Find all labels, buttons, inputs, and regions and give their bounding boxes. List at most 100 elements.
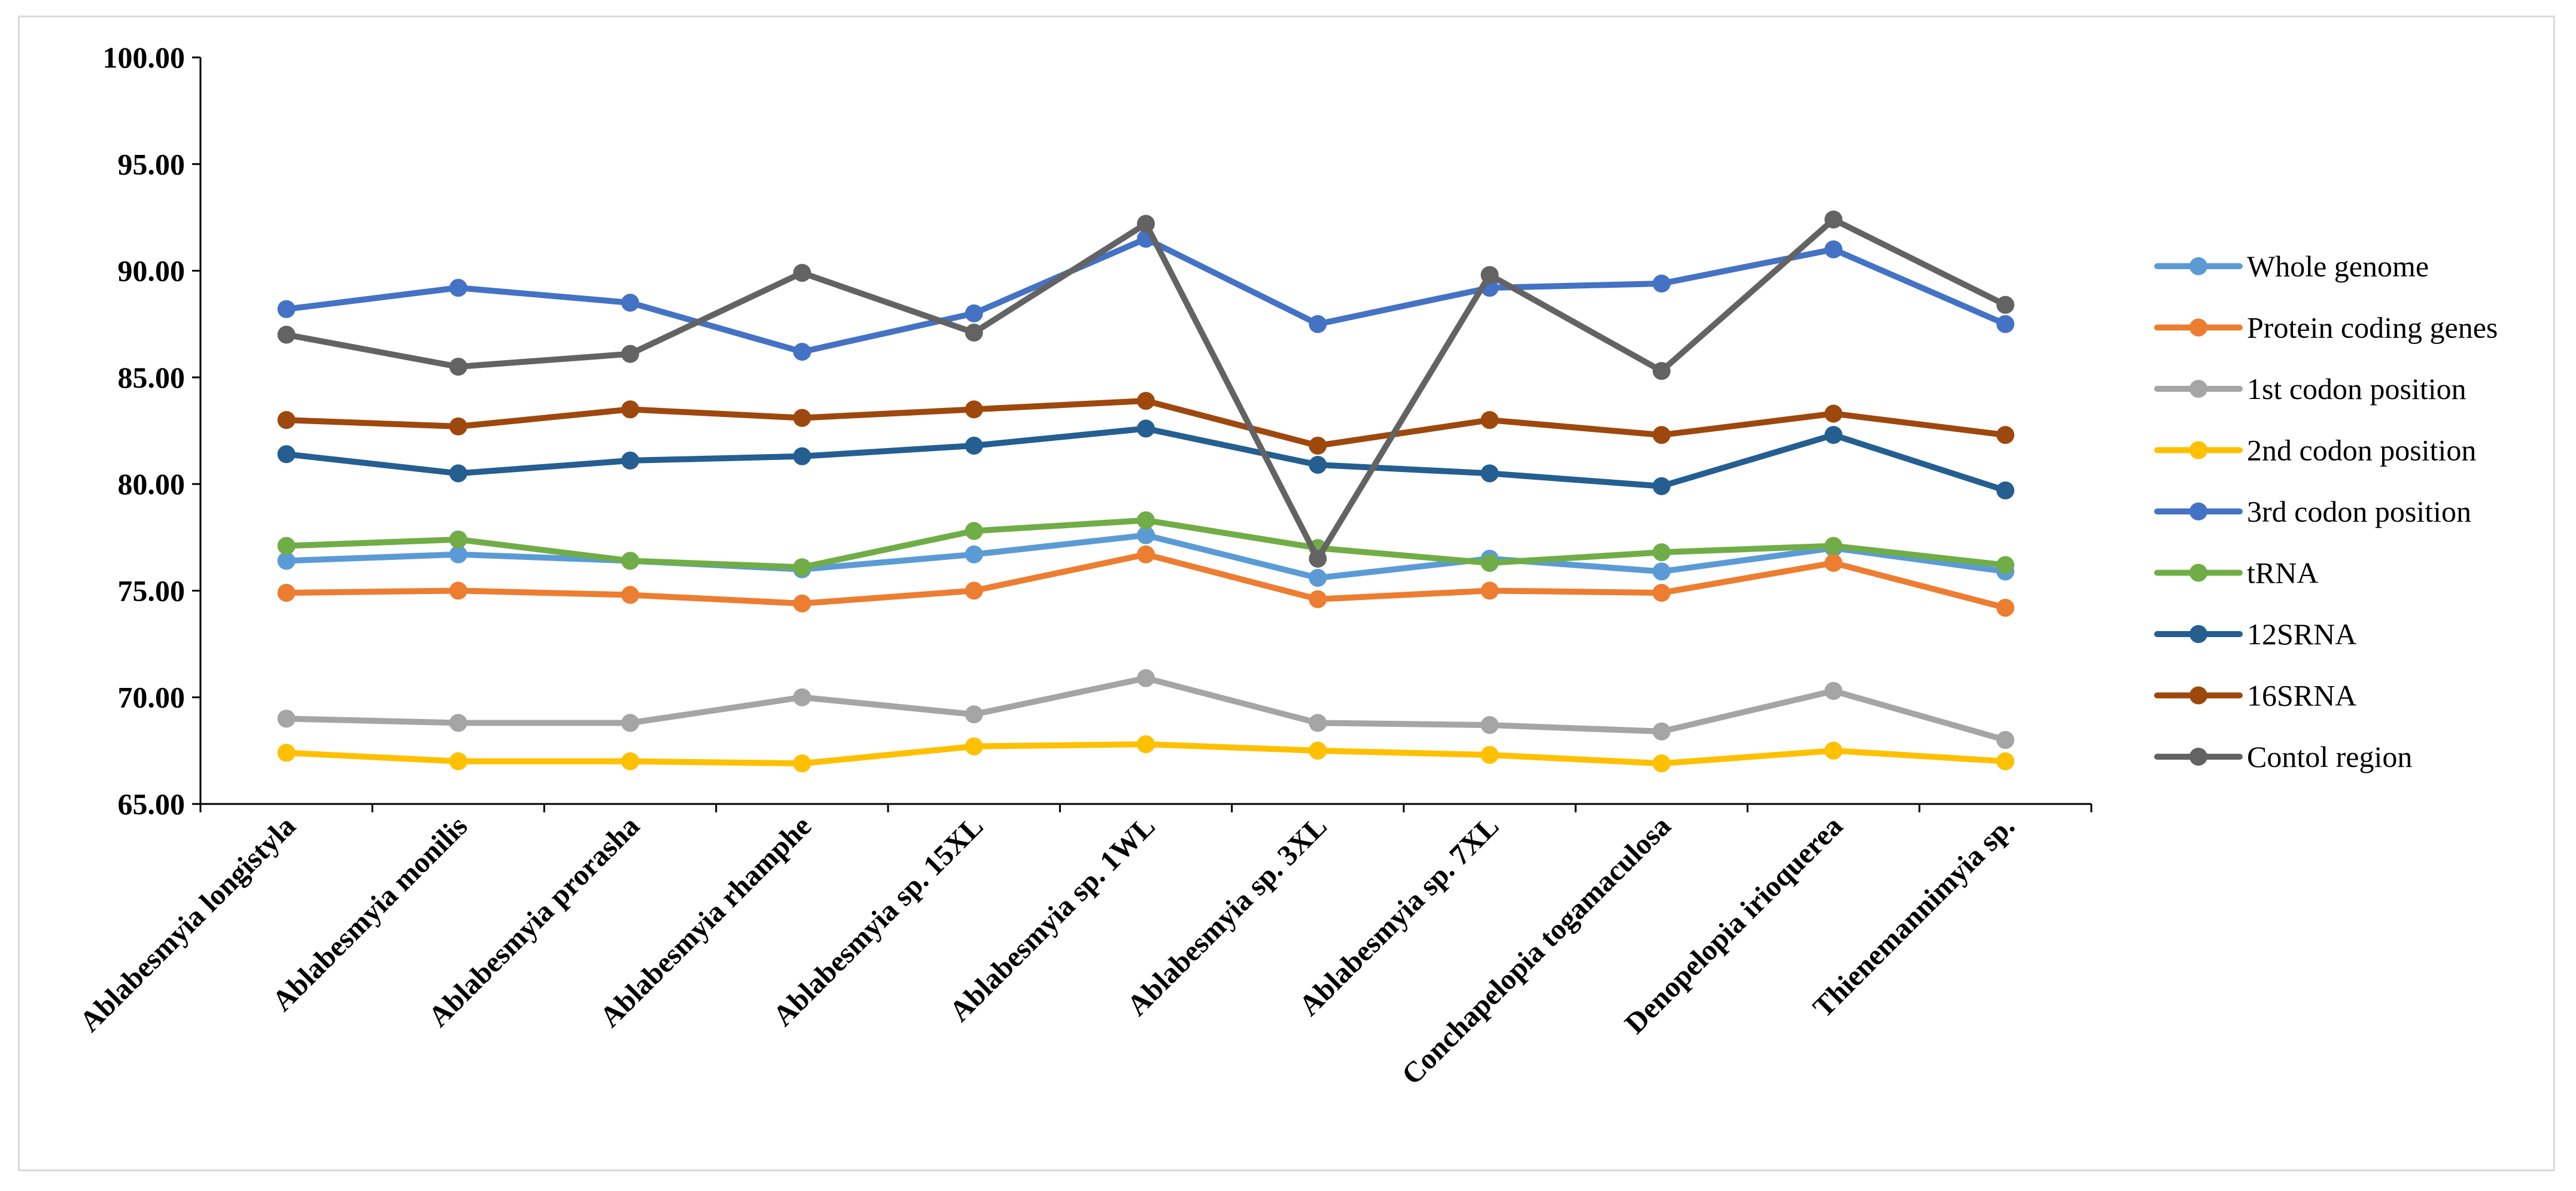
data-point: [965, 324, 983, 342]
data-point: [278, 445, 296, 463]
legend-swatch-marker: [2189, 380, 2207, 398]
data-point: [1137, 735, 1155, 753]
data-point: [621, 753, 639, 770]
data-point: [449, 358, 467, 376]
legend-item: tRNA: [2157, 556, 2318, 590]
data-point: [1996, 731, 2014, 749]
data-point: [1824, 426, 1842, 444]
data-point: [793, 409, 811, 427]
data-point: [1653, 362, 1671, 380]
data-point: [1653, 754, 1671, 772]
line-chart: 65.0070.0075.0080.0085.0090.0095.00100.0…: [0, 0, 2576, 1191]
data-point: [1653, 723, 1671, 741]
x-tick-label: Ablabesmyia monilis: [266, 809, 474, 1018]
y-tick-label: 65.00: [118, 787, 185, 821]
legend-label: 1st codon position: [2247, 372, 2466, 406]
data-point: [621, 452, 639, 470]
data-point: [278, 537, 296, 555]
data-point: [1824, 554, 1842, 572]
data-point: [1996, 482, 2014, 499]
legend-label: 16SRNA: [2247, 679, 2356, 712]
data-point: [793, 595, 811, 613]
y-tick-label: 100.00: [103, 41, 185, 74]
data-point: [1824, 742, 1842, 760]
legend-label: 2nd codon position: [2247, 434, 2476, 467]
legend-label: Whole genome: [2247, 249, 2429, 283]
data-point: [1481, 581, 1499, 599]
data-point: [1996, 599, 2014, 617]
data-point: [965, 304, 983, 322]
data-point: [449, 464, 467, 482]
data-point: [1309, 590, 1327, 608]
data-point: [1824, 682, 1842, 700]
data-point: [1309, 714, 1327, 732]
data-point: [1309, 550, 1327, 568]
data-point: [1137, 546, 1155, 563]
data-point: [449, 531, 467, 549]
series-line: [287, 678, 2006, 740]
data-point: [965, 581, 983, 599]
data-point: [278, 709, 296, 727]
y-tick-label: 70.00: [118, 681, 185, 714]
data-point: [1481, 716, 1499, 734]
legend-swatch-marker: [2189, 319, 2207, 337]
data-point: [793, 343, 811, 361]
data-point: [1824, 211, 1842, 229]
data-point: [449, 279, 467, 297]
data-point: [1653, 562, 1671, 580]
data-point: [1653, 477, 1671, 495]
legend-item: 16SRNA: [2157, 679, 2356, 712]
data-point: [1996, 753, 2014, 770]
data-point: [1309, 315, 1327, 333]
legend-item: 12SRNA: [2157, 617, 2356, 651]
data-point: [1481, 464, 1499, 482]
y-tick-label: 90.00: [118, 254, 185, 288]
data-point: [1653, 584, 1671, 602]
data-point: [1137, 511, 1155, 529]
legend-swatch-marker: [2189, 502, 2207, 520]
series-12srna: [278, 419, 2015, 499]
data-point: [449, 714, 467, 732]
data-point: [278, 744, 296, 761]
data-point: [621, 552, 639, 570]
data-point: [1137, 669, 1155, 687]
data-point: [1996, 296, 2014, 314]
data-point: [1137, 392, 1155, 410]
data-point: [793, 754, 811, 772]
legend-swatch-marker: [2189, 687, 2207, 705]
data-point: [1996, 315, 2014, 333]
data-point: [793, 264, 811, 282]
data-point: [621, 345, 639, 363]
data-point: [1481, 554, 1499, 572]
series-line: [287, 428, 2006, 490]
legend-item: Whole genome: [2157, 249, 2429, 283]
data-point: [278, 326, 296, 344]
series-3rd-codon-position: [278, 230, 2015, 361]
legend-item: Contol region: [2157, 740, 2412, 773]
legend-swatch-marker: [2189, 441, 2207, 459]
legend-item: 1st codon position: [2157, 372, 2466, 406]
legend-label: 3rd codon position: [2247, 495, 2471, 528]
data-point: [1137, 419, 1155, 437]
data-point: [1996, 556, 2014, 574]
legend-swatch-marker: [2189, 748, 2207, 766]
data-point: [965, 705, 983, 723]
data-point: [793, 689, 811, 706]
y-tick-label: 85.00: [118, 361, 185, 394]
data-point: [965, 522, 983, 540]
data-point: [1653, 275, 1671, 293]
data-point: [278, 584, 296, 602]
data-point: [1481, 746, 1499, 764]
legend-swatch-marker: [2189, 564, 2207, 582]
data-point: [1309, 569, 1327, 587]
x-tick-label: Ablabesmyia longistyla: [73, 809, 302, 1038]
data-point: [1309, 456, 1327, 474]
data-point: [449, 753, 467, 770]
y-tick-label: 80.00: [118, 467, 185, 501]
legend-label: 12SRNA: [2247, 617, 2356, 651]
data-point: [1824, 404, 1842, 422]
legend-item: Protein coding genes: [2157, 311, 2498, 345]
legend-label: tRNA: [2247, 556, 2318, 590]
data-point: [1309, 437, 1327, 455]
x-tick-label: Conchapelopia togamaculosa: [1395, 809, 1677, 1091]
